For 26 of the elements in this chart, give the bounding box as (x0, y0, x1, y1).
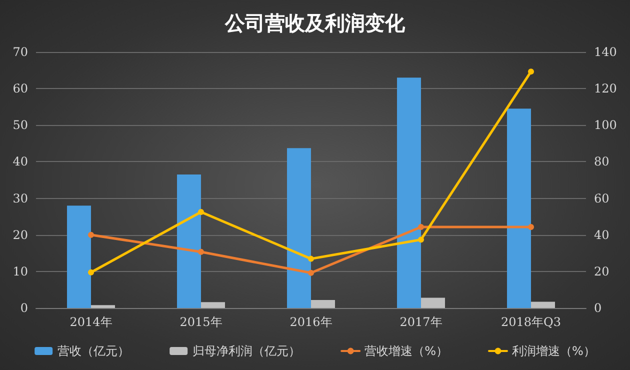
y-tick-label: 0 (20, 301, 28, 315)
x-tick-label: 2016年 (290, 315, 332, 329)
x-tick-label: 2017年 (400, 315, 442, 329)
chart-title: 公司营收及利润变化 (224, 11, 406, 35)
y-tick-label: 40 (12, 154, 28, 169)
y2-tick-label: 80 (594, 154, 610, 169)
y2-tick-label: 140 (594, 45, 617, 59)
y2-tick-label: 20 (594, 264, 610, 278)
y2-tick-label: 0 (594, 301, 602, 315)
y2-tick-label: 120 (594, 82, 617, 96)
y-tick-label: 30 (12, 191, 28, 206)
y-tick-label: 20 (12, 228, 28, 242)
y2-tick-label: 60 (594, 191, 610, 206)
legend-label: 利润增速（%） (512, 344, 596, 358)
legend-label: 归母净利润（亿元） (192, 344, 301, 358)
y-tick-label: 60 (12, 82, 28, 96)
x-tick-label: 2014年 (70, 315, 112, 329)
y-tick-label: 70 (12, 45, 28, 59)
y-tick-label: 50 (12, 118, 28, 132)
y2-tick-label: 100 (594, 118, 617, 132)
x-tick-label: 2018年Q3 (500, 315, 562, 329)
x-tick-label: 2015年 (180, 315, 222, 329)
y2-tick-label: 40 (594, 228, 610, 242)
y-tick-label: 10 (12, 264, 28, 278)
legend-label: 营收增速（%） (364, 344, 448, 358)
legend-label: 营收（亿元） (58, 344, 130, 358)
